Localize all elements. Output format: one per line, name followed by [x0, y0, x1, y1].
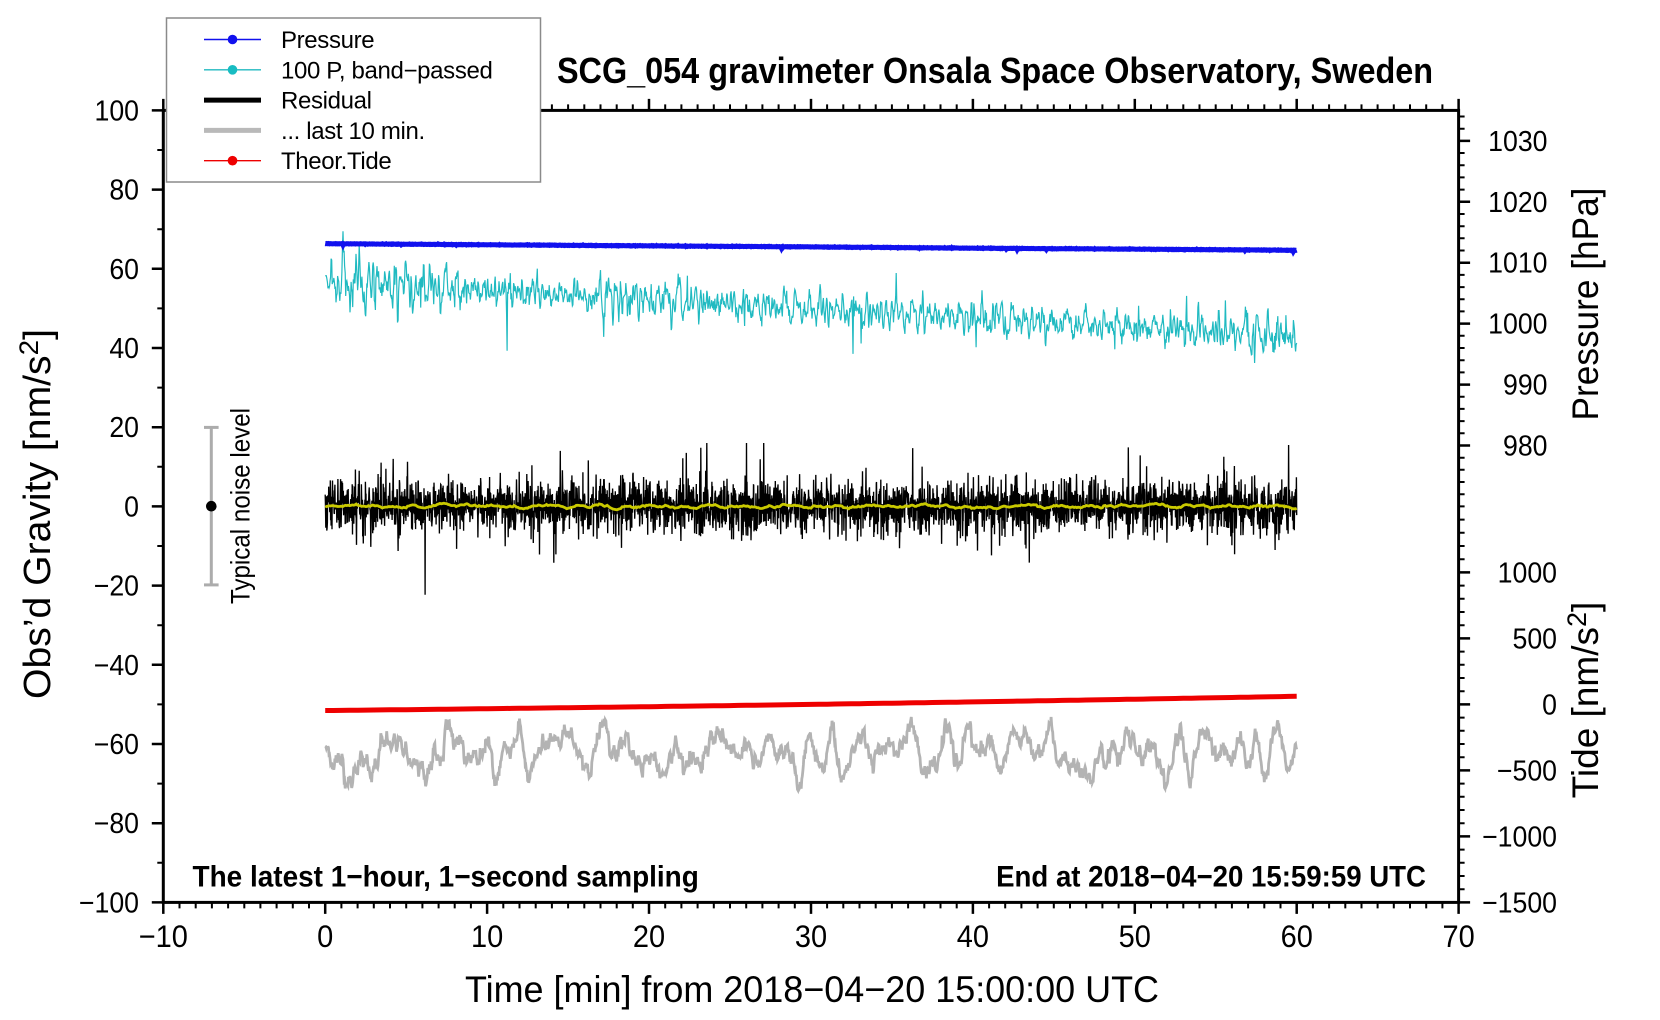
svg-text:Time [min] from 2018−04−20 15:: Time [min] from 2018−04−20 15:00:00 UTC: [465, 969, 1159, 1011]
svg-text:1030: 1030: [1488, 125, 1547, 157]
svg-text:990: 990: [1503, 369, 1548, 401]
svg-text:−1500: −1500: [1482, 886, 1557, 918]
svg-text:500: 500: [1512, 622, 1557, 654]
svg-text:−1000: −1000: [1482, 820, 1557, 852]
svg-text:20: 20: [633, 920, 665, 954]
svg-text:30: 30: [795, 920, 827, 954]
svg-text:−20: −20: [94, 570, 139, 602]
svg-text:Typical noise level: Typical noise level: [226, 408, 256, 604]
svg-text:Obs’d Gravity [nm/s2]: Obs’d Gravity [nm/s2]: [13, 329, 58, 699]
svg-text:1020: 1020: [1488, 186, 1547, 218]
svg-text:1000: 1000: [1488, 308, 1547, 340]
svg-text:−100: −100: [79, 886, 139, 918]
svg-text:The latest 1−hour, 1−second sa: The latest 1−hour, 1−second sampling: [193, 861, 699, 894]
svg-text:−60: −60: [94, 728, 139, 760]
svg-text:80: 80: [109, 174, 139, 206]
svg-text:−10: −10: [139, 920, 188, 954]
svg-text:Tide [nm/s2]: Tide [nm/s2]: [1562, 602, 1606, 799]
svg-text:40: 40: [957, 920, 989, 954]
svg-text:100: 100: [94, 94, 139, 126]
svg-text:End at 2018−04−20 15:59:59 UTC: End at 2018−04−20 15:59:59 UTC: [996, 860, 1426, 893]
svg-text:−500: −500: [1497, 754, 1557, 786]
svg-text:0: 0: [317, 920, 333, 954]
svg-text:Pressure: Pressure: [281, 27, 374, 54]
svg-text:0: 0: [1542, 688, 1557, 720]
svg-text:50: 50: [1119, 920, 1151, 954]
svg-text:Pressure [hPa]: Pressure [hPa]: [1564, 188, 1606, 421]
svg-text:SCG_054 gravimeter Onsala Spac: SCG_054 gravimeter Onsala Space Observat…: [557, 51, 1433, 91]
svg-text:70: 70: [1442, 920, 1474, 954]
svg-text:1010: 1010: [1488, 247, 1547, 279]
svg-text:1000: 1000: [1498, 556, 1557, 588]
svg-text:60: 60: [109, 253, 139, 285]
svg-text:10: 10: [471, 920, 503, 954]
svg-text:40: 40: [109, 332, 139, 364]
svg-text:0: 0: [124, 490, 139, 522]
svg-text:Residual: Residual: [281, 88, 372, 115]
svg-text:−80: −80: [94, 807, 139, 839]
svg-text:20: 20: [109, 411, 139, 443]
svg-text:... last 10 min.: ... last 10 min.: [281, 118, 425, 145]
svg-text:980: 980: [1503, 429, 1548, 461]
svg-text:100 P, band−passed: 100 P, band−passed: [281, 57, 492, 84]
svg-text:−40: −40: [94, 649, 139, 681]
svg-text:Theor.Tide: Theor.Tide: [281, 148, 391, 175]
svg-text:60: 60: [1281, 920, 1313, 954]
